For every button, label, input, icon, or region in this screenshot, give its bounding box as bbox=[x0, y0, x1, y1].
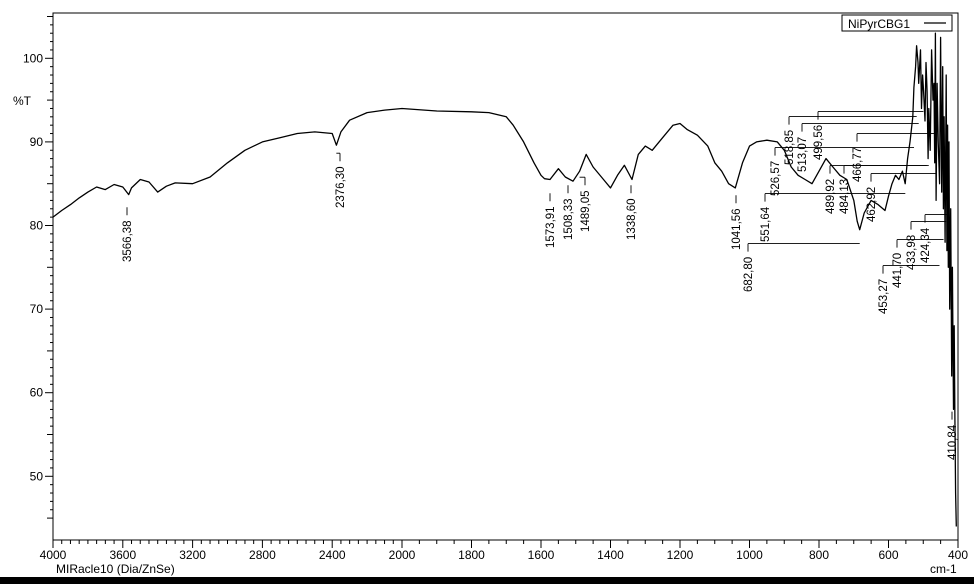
y-tick-label: 70 bbox=[30, 302, 44, 316]
plot-axes bbox=[52, 12, 959, 541]
x-tick-label: 600 bbox=[878, 548, 898, 562]
peak-labels: 3566,38 2376,30 1573,91 1508,33 1489,05 1338,… bbox=[122, 125, 959, 460]
y-axis-label: %T bbox=[13, 94, 32, 108]
peak-label: 453,27 bbox=[878, 279, 890, 314]
x-tick-label: 3600 bbox=[109, 548, 136, 562]
x-tick-label: 4000 bbox=[40, 548, 67, 562]
peak-label: 518,85 bbox=[784, 130, 796, 165]
peak-label: 513,07 bbox=[797, 137, 809, 172]
peak-label: 526,57 bbox=[770, 161, 782, 196]
peak-label: 551,64 bbox=[760, 206, 772, 242]
peak-label: 499,56 bbox=[813, 125, 825, 160]
peak-label: 1508,33 bbox=[563, 198, 575, 240]
x-tick-label: 1800 bbox=[458, 548, 485, 562]
peak-label: 489,92 bbox=[825, 179, 837, 214]
x-axis-unit-label: cm-1 bbox=[930, 562, 957, 576]
x-tick-label: 1000 bbox=[736, 548, 763, 562]
plot-frame bbox=[52, 12, 959, 541]
x-tick-label: 2000 bbox=[389, 548, 416, 562]
x-tick-label: 2400 bbox=[319, 548, 346, 562]
legend: NiPyrCBG1 bbox=[841, 14, 953, 32]
peak-label: 484,13 bbox=[839, 179, 851, 214]
bottom-border bbox=[0, 577, 974, 584]
spectrum-line bbox=[52, 32, 957, 527]
x-tick-label: 800 bbox=[809, 548, 829, 562]
peak-label: 682,80 bbox=[743, 257, 755, 292]
legend-label: NiPyrCBG1 bbox=[848, 17, 910, 31]
x-tick-label: 1600 bbox=[528, 548, 555, 562]
x-tick-label: 400 bbox=[948, 548, 968, 562]
peak-label: 3566,38 bbox=[122, 220, 134, 262]
peak-label: 462,92 bbox=[866, 187, 878, 222]
x-tick-label: 1400 bbox=[597, 548, 624, 562]
peak-label: 410,84 bbox=[947, 424, 959, 460]
y-tick-label: 50 bbox=[30, 469, 44, 483]
peak-label: 1489,05 bbox=[580, 190, 592, 232]
peak-label: 441,70 bbox=[892, 253, 904, 288]
y-tick-label: 100 bbox=[23, 51, 43, 65]
peak-label: 1041,56 bbox=[731, 208, 743, 250]
peak-label: 1338,60 bbox=[626, 198, 638, 240]
x-tick-label: 1200 bbox=[667, 548, 694, 562]
y-tick-label: 80 bbox=[30, 219, 44, 233]
x-tick-label: 3200 bbox=[179, 548, 206, 562]
peak-label: 466,77 bbox=[852, 147, 864, 182]
x-axis-ticks: 4000 3600 3200 2800 2400 2000 1800 1600 1400 1200… bbox=[40, 540, 968, 562]
peak-leader-lines bbox=[126, 111, 953, 420]
x-tick-label: 2800 bbox=[249, 548, 276, 562]
peak-label: 433,98 bbox=[906, 235, 918, 270]
peak-label: 2376,30 bbox=[335, 166, 347, 208]
instrument-footer: MIRacle10 (Dia/ZnSe) bbox=[56, 562, 175, 576]
y-axis-ticks: 100 90 80 70 60 50 bbox=[23, 16, 53, 519]
peak-label: 1573,91 bbox=[545, 206, 557, 248]
y-tick-label: 60 bbox=[30, 386, 44, 400]
peak-label: 424,34 bbox=[920, 227, 932, 263]
y-tick-label: 90 bbox=[30, 135, 44, 149]
